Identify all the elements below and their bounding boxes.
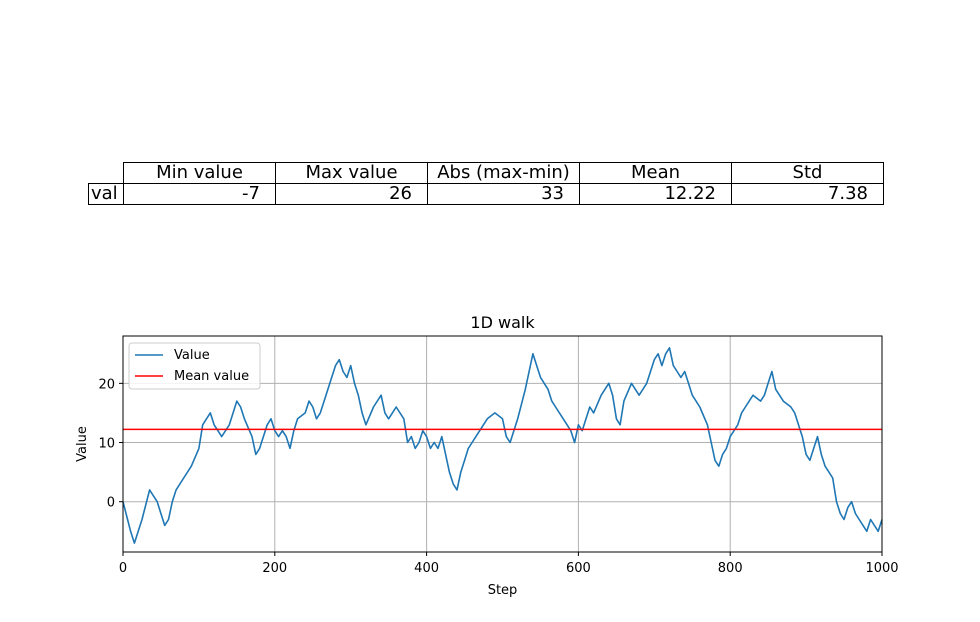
x-tick-label: 400 <box>414 561 439 576</box>
x-axis: 0 200 400 600 800 1000 <box>119 552 899 576</box>
x-tick-label: 800 <box>718 561 743 576</box>
table-cell-std: 7.38 <box>731 183 884 205</box>
x-tick-label: 600 <box>566 561 591 576</box>
y-axis: 0 10 20 <box>98 377 123 511</box>
y-tick-label: 0 <box>107 496 115 511</box>
table-cell-max: 26 <box>275 183 428 205</box>
stats-table: Min value Max value Abs (max-min) Mean S… <box>88 162 884 205</box>
series-line-value <box>122 346 883 544</box>
column-header: Std <box>731 162 884 184</box>
legend-label: Value <box>174 348 210 363</box>
column-header: Min value <box>123 162 276 184</box>
x-tick-label: 200 <box>262 561 287 576</box>
x-tick-label: 0 <box>119 561 127 576</box>
row-label: val <box>88 183 124 205</box>
chart-title: 1D walk <box>470 313 535 332</box>
series-layer <box>122 346 883 544</box>
y-axis-label: Value <box>75 426 90 462</box>
table-cell-min: -7 <box>123 183 276 205</box>
y-tick-label: 10 <box>98 437 115 452</box>
table-cell-mean: 12.22 <box>579 183 732 205</box>
legend-label: Mean value <box>174 369 249 384</box>
x-tick-label: 1000 <box>865 561 898 576</box>
x-axis-label: Step <box>488 583 518 598</box>
table-row: val -7 26 33 12.22 7.38 <box>88 183 884 205</box>
table-header-row: Min value Max value Abs (max-min) Mean S… <box>89 162 884 184</box>
y-tick-label: 20 <box>98 377 115 392</box>
legend: Value Mean value <box>128 342 261 390</box>
plot-frame <box>122 335 883 553</box>
